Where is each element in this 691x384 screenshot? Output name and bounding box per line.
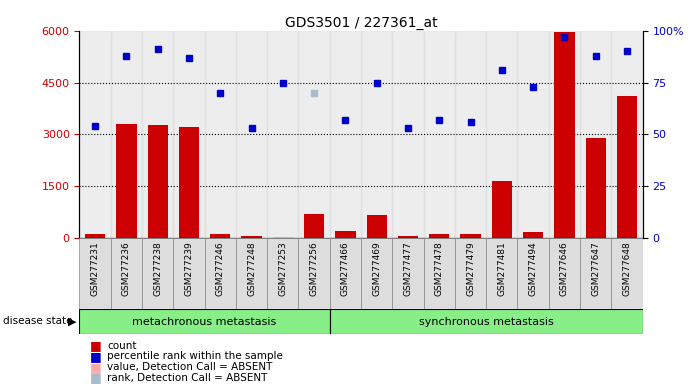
Bar (486, 31, 518, 238)
Text: GSM277238: GSM277238 (153, 242, 162, 296)
Text: ■: ■ (90, 371, 102, 384)
Text: ■: ■ (90, 350, 102, 363)
Bar (460, 233, 481, 238)
Bar (330, 31, 361, 238)
Text: GSM277248: GSM277248 (247, 242, 256, 296)
FancyBboxPatch shape (455, 238, 486, 309)
Text: metachronous metastasis: metachronous metastasis (133, 316, 276, 327)
Bar (523, 232, 543, 238)
Bar (429, 233, 449, 238)
Text: GSM277494: GSM277494 (529, 242, 538, 296)
FancyBboxPatch shape (267, 238, 299, 309)
Text: value, Detection Call = ABSENT: value, Detection Call = ABSENT (107, 362, 272, 372)
FancyBboxPatch shape (330, 238, 361, 309)
Bar (241, 236, 262, 238)
FancyBboxPatch shape (361, 238, 392, 309)
FancyBboxPatch shape (111, 238, 142, 309)
Bar (142, 31, 173, 238)
Bar (273, 237, 293, 238)
Bar (147, 125, 168, 238)
Text: GSM277466: GSM277466 (341, 242, 350, 296)
Bar (210, 233, 230, 238)
Text: synchronous metastasis: synchronous metastasis (419, 316, 553, 327)
Title: GDS3501 / 227361_at: GDS3501 / 227361_at (285, 16, 437, 30)
Text: ■: ■ (90, 361, 102, 374)
Bar (85, 234, 105, 238)
FancyBboxPatch shape (486, 238, 518, 309)
FancyBboxPatch shape (79, 238, 111, 309)
Text: GSM277648: GSM277648 (623, 242, 632, 296)
Text: GSM277478: GSM277478 (435, 242, 444, 296)
Text: rank, Detection Call = ABSENT: rank, Detection Call = ABSENT (107, 373, 267, 383)
Text: GSM277479: GSM277479 (466, 242, 475, 296)
Bar (492, 181, 512, 238)
Bar (518, 31, 549, 238)
Text: GSM277646: GSM277646 (560, 242, 569, 296)
FancyBboxPatch shape (205, 238, 236, 309)
Bar (79, 31, 111, 238)
Bar (585, 138, 606, 238)
Bar (335, 231, 356, 238)
Bar (111, 31, 142, 238)
FancyBboxPatch shape (580, 238, 612, 309)
FancyBboxPatch shape (173, 238, 205, 309)
Bar (392, 31, 424, 238)
Bar (236, 31, 267, 238)
FancyBboxPatch shape (142, 238, 173, 309)
FancyBboxPatch shape (236, 238, 267, 309)
Text: disease state: disease state (3, 316, 73, 326)
FancyBboxPatch shape (299, 238, 330, 309)
FancyBboxPatch shape (549, 238, 580, 309)
Bar (617, 96, 637, 238)
Bar (267, 31, 299, 238)
Text: GSM277481: GSM277481 (498, 242, 507, 296)
Text: percentile rank within the sample: percentile rank within the sample (107, 351, 283, 361)
FancyBboxPatch shape (612, 238, 643, 309)
Text: GSM277236: GSM277236 (122, 242, 131, 296)
Text: GSM277231: GSM277231 (91, 242, 100, 296)
Bar (179, 127, 199, 238)
FancyBboxPatch shape (330, 309, 643, 334)
Bar (205, 31, 236, 238)
Bar (612, 31, 643, 238)
Text: ▶: ▶ (68, 316, 76, 326)
Text: GSM277253: GSM277253 (278, 242, 287, 296)
Text: GSM277246: GSM277246 (216, 242, 225, 296)
Bar (299, 31, 330, 238)
Text: count: count (107, 341, 137, 351)
Text: GSM277647: GSM277647 (591, 242, 600, 296)
FancyBboxPatch shape (79, 309, 330, 334)
Bar (173, 31, 205, 238)
Bar (554, 33, 575, 238)
Text: GSM277256: GSM277256 (310, 242, 319, 296)
Bar (455, 31, 486, 238)
FancyBboxPatch shape (518, 238, 549, 309)
Bar (424, 31, 455, 238)
Bar (304, 214, 324, 238)
Bar (549, 31, 580, 238)
FancyBboxPatch shape (392, 238, 424, 309)
Bar (398, 236, 418, 238)
Text: GSM277477: GSM277477 (404, 242, 413, 296)
FancyBboxPatch shape (424, 238, 455, 309)
Bar (580, 31, 612, 238)
Text: ■: ■ (90, 339, 102, 352)
Bar (361, 31, 392, 238)
Text: GSM277469: GSM277469 (372, 242, 381, 296)
Bar (116, 124, 137, 238)
Bar (366, 215, 387, 238)
Text: GSM277239: GSM277239 (184, 242, 193, 296)
